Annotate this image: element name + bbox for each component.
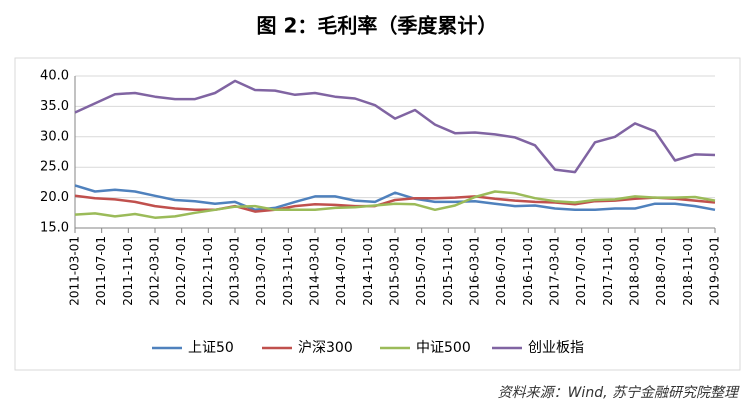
y-tick-label: 15.0: [40, 221, 69, 236]
y-tick-label: 20.0: [40, 190, 69, 205]
x-tick-label: 2016-11-01: [521, 236, 535, 306]
x-tick-label: 2017-07-01: [574, 236, 588, 306]
x-tick-label: 2016-07-01: [494, 236, 508, 306]
chart-title: 图 2：毛利率（季度累计）: [257, 14, 498, 38]
x-tick-label: 2014-03-01: [308, 236, 322, 306]
x-tick-label: 2015-11-01: [441, 236, 455, 306]
legend-label: 中证500: [416, 340, 471, 356]
legend-label: 沪深300: [298, 340, 353, 356]
chart-frame: [14, 57, 741, 371]
legend-label: 创业板指: [528, 340, 584, 356]
x-tick-label: 2011-07-01: [94, 236, 108, 306]
x-tick-label: 2017-03-01: [548, 236, 562, 306]
y-tick-label: 30.0: [40, 129, 69, 144]
x-tick-label: 2011-11-01: [121, 236, 135, 306]
x-tick-label: 2014-07-01: [334, 236, 348, 306]
y-tick-label: 25.0: [40, 160, 69, 175]
y-tick-label: 35.0: [40, 99, 69, 114]
x-tick-label: 2012-03-01: [148, 236, 162, 306]
x-tick-label: 2013-07-01: [254, 236, 268, 306]
x-tick-label: 2018-11-01: [681, 236, 695, 306]
x-tick-label: 2015-07-01: [414, 236, 428, 306]
series-line: [74, 184, 716, 212]
y-tick-label: 40.0: [40, 69, 69, 84]
x-tick-label: 2012-07-01: [174, 236, 188, 306]
series-line: [74, 190, 716, 219]
x-tick-label: 2015-03-01: [388, 236, 402, 306]
x-tick-label: 2019-03-01: [708, 236, 722, 306]
x-tick-label: 2012-11-01: [201, 236, 215, 306]
x-tick-label: 2013-11-01: [281, 236, 295, 306]
x-tick-label: 2017-11-01: [601, 236, 615, 306]
series-line: [74, 79, 716, 174]
x-tick-label: 2016-03-01: [468, 236, 482, 306]
x-tick-label: 2011-03-01: [68, 236, 82, 306]
x-tick-label: 2018-07-01: [654, 236, 668, 306]
source-note: 资料来源：Wind, 苏宁金融研究院整理: [498, 385, 740, 401]
x-tick-label: 2013-03-01: [228, 236, 242, 306]
x-tick-label: 2014-11-01: [361, 236, 375, 306]
legend-label: 上证50: [188, 340, 234, 356]
x-tick-label: 2018-03-01: [628, 236, 642, 306]
